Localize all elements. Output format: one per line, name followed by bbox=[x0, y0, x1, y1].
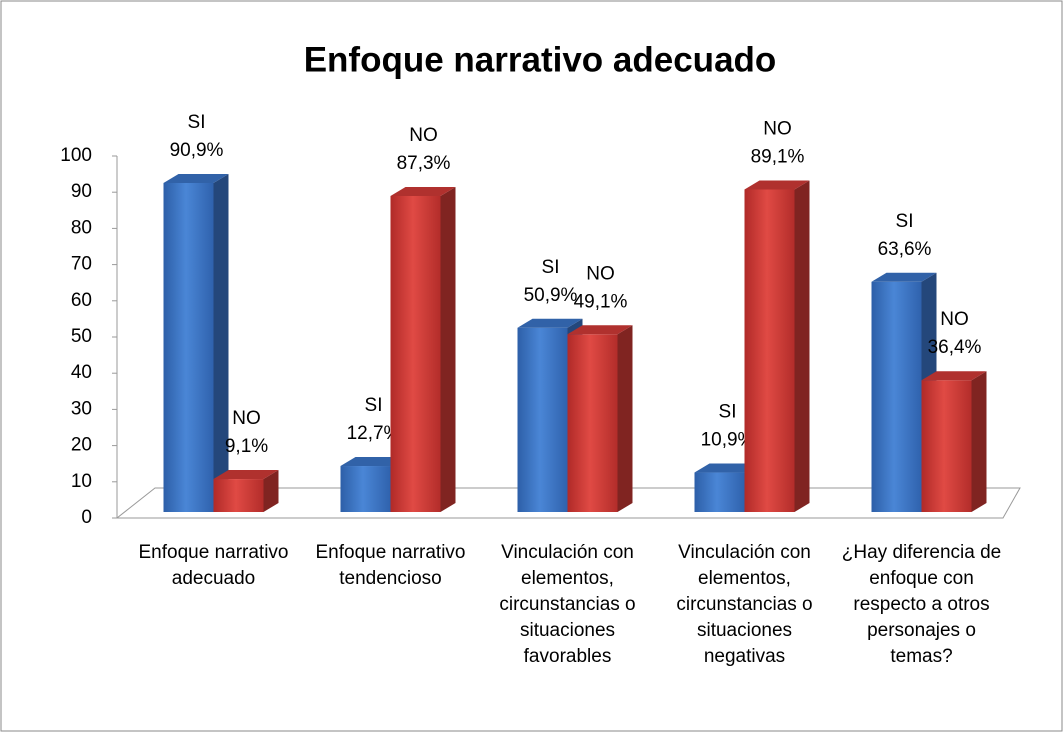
data-label: 89,1% bbox=[751, 146, 805, 167]
bar-top bbox=[517, 318, 583, 328]
y-tick-label: 50 bbox=[71, 326, 92, 347]
bar bbox=[744, 180, 810, 512]
x-tick-label: ¿Hay diferencia de enfoque con respecto … bbox=[841, 542, 1002, 667]
bar-top bbox=[921, 371, 987, 381]
y-tick-label: 30 bbox=[71, 398, 92, 419]
bar-front bbox=[213, 479, 264, 512]
bar-front bbox=[694, 472, 745, 512]
data-label: 63,6% bbox=[878, 239, 932, 260]
data-label-name: NO bbox=[409, 125, 438, 146]
bar-side bbox=[617, 325, 633, 512]
bar bbox=[921, 371, 987, 512]
bar-top bbox=[340, 457, 406, 467]
data-label-name: SI bbox=[896, 211, 914, 232]
bar-front bbox=[517, 327, 568, 512]
data-label: 12,7% bbox=[347, 423, 401, 444]
data-label-name: NO bbox=[940, 309, 969, 330]
data-label-name: NO bbox=[586, 263, 615, 284]
y-tick-label: 20 bbox=[71, 435, 92, 456]
x-tick-label: Vinculación con elementos, circunstancia… bbox=[499, 542, 636, 667]
bar-side bbox=[971, 371, 987, 512]
bar-top bbox=[163, 173, 229, 183]
data-label: 49,1% bbox=[574, 291, 628, 312]
y-tick-label: 10 bbox=[71, 471, 92, 492]
bar bbox=[213, 470, 279, 512]
bar-side bbox=[794, 180, 810, 512]
y-tick-label: 0 bbox=[81, 507, 92, 528]
bar-front bbox=[871, 281, 922, 512]
data-label: 90,9% bbox=[170, 140, 224, 161]
bar-front bbox=[390, 195, 441, 512]
x-tick-label: Enfoque narrativo adecuado bbox=[138, 542, 289, 589]
bar-front bbox=[921, 380, 972, 512]
bar-front bbox=[163, 182, 214, 512]
data-label-name: SI bbox=[365, 395, 383, 416]
x-tick-label: Vinculación con elementos, circunstancia… bbox=[676, 542, 813, 667]
data-label-name: SI bbox=[188, 112, 206, 133]
chart-title: Enfoque narrativo adecuado bbox=[304, 40, 777, 79]
bar bbox=[567, 325, 633, 512]
bar-side bbox=[213, 173, 229, 512]
bar-top bbox=[390, 186, 456, 196]
data-label: 36,4% bbox=[928, 337, 982, 358]
bar bbox=[163, 173, 229, 512]
bar-side bbox=[440, 186, 456, 512]
y-tick-label: 100 bbox=[60, 145, 92, 166]
data-label-name: NO bbox=[763, 118, 792, 139]
data-label: 50,9% bbox=[524, 285, 578, 306]
bar-front bbox=[340, 466, 391, 512]
y-tick-label: 70 bbox=[71, 254, 92, 275]
y-tick-label: 90 bbox=[71, 181, 92, 202]
x-tick-label: Enfoque narrativo tendencioso bbox=[315, 542, 466, 589]
bar-front bbox=[744, 189, 795, 512]
data-label-name: SI bbox=[719, 402, 737, 423]
data-label: 9,1% bbox=[225, 436, 268, 457]
bar-side bbox=[263, 470, 279, 512]
data-label-name: NO bbox=[232, 408, 261, 429]
bar-top bbox=[213, 470, 279, 480]
data-label-name: SI bbox=[542, 257, 560, 278]
bar-top bbox=[567, 325, 633, 335]
data-label: 87,3% bbox=[397, 153, 451, 174]
bar-top bbox=[871, 272, 937, 282]
bar-top bbox=[694, 463, 760, 473]
y-tick-label: 60 bbox=[71, 290, 92, 311]
bar-front bbox=[567, 334, 618, 512]
y-tick-label: 40 bbox=[71, 362, 92, 383]
data-label: 10,9% bbox=[701, 430, 755, 451]
y-tick-label: 80 bbox=[71, 217, 92, 238]
bar bbox=[390, 186, 456, 512]
bar-top bbox=[744, 180, 810, 190]
